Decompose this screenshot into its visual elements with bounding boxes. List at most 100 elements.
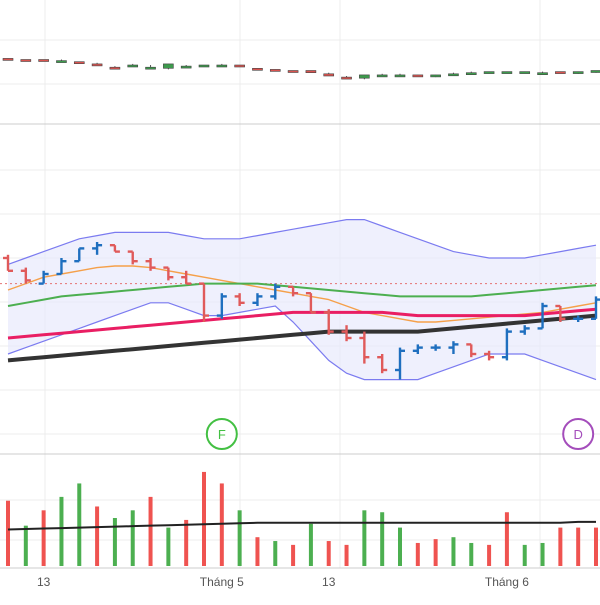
top-candle-28 xyxy=(501,71,513,74)
volume-bar-4 xyxy=(77,483,82,566)
ohlc-bar-17 xyxy=(305,292,316,314)
x-tick-label-1: Tháng 5 xyxy=(200,575,244,589)
top-candle-22 xyxy=(394,74,406,78)
volume-bar-25 xyxy=(451,537,456,566)
ohlc-bar-13 xyxy=(234,293,245,306)
ohlc-bar-20 xyxy=(359,331,370,364)
top-candle-13 xyxy=(234,64,245,68)
ohlc-bar-31 xyxy=(555,304,566,322)
ohlc-bar-4 xyxy=(74,247,85,263)
band-lower-line xyxy=(7,302,597,381)
ohlc-bar-23 xyxy=(412,344,423,354)
volume-bar-20 xyxy=(362,510,367,566)
ohlc-bar-12 xyxy=(216,293,227,319)
marker-label-f: F xyxy=(218,427,226,442)
ohlc-bar-29 xyxy=(519,325,530,335)
top-candle-1 xyxy=(20,59,32,62)
x-tick-label-3: Tháng 6 xyxy=(485,575,529,589)
top-candle-3 xyxy=(56,60,67,63)
top-candle-29 xyxy=(519,71,531,74)
ohlc-bar-14 xyxy=(252,293,263,306)
line-ma-pink xyxy=(7,307,597,340)
top-candle-11 xyxy=(198,64,210,68)
line-ma-black xyxy=(7,313,597,363)
volume-bar-2 xyxy=(41,510,46,566)
top-candle-30 xyxy=(537,72,548,75)
volume-bar-10 xyxy=(184,519,189,566)
line-ma-green xyxy=(7,282,597,307)
top-candle-23 xyxy=(412,74,424,78)
marker-circle-f xyxy=(205,418,238,450)
top-candle-14 xyxy=(252,68,263,71)
top-candle-panel xyxy=(2,58,600,80)
volume-bar-5 xyxy=(95,506,100,566)
volume-bar-6 xyxy=(112,518,117,566)
top-candle-0 xyxy=(2,58,14,61)
ohlc-bar-28 xyxy=(501,328,512,361)
volume-bar-33 xyxy=(594,527,598,566)
volume-bar-11 xyxy=(202,471,206,566)
marker-d[interactable]: D xyxy=(562,418,595,450)
moving-averages xyxy=(7,265,597,363)
top-candle-16 xyxy=(287,70,299,73)
top-candle-24 xyxy=(430,74,441,78)
volume-bar-1 xyxy=(23,525,28,566)
top-candle-15 xyxy=(269,69,281,72)
ohlc-bar-1 xyxy=(20,267,31,284)
bollinger-band xyxy=(0,219,600,381)
top-candle-25 xyxy=(448,73,459,77)
top-candle-6 xyxy=(109,66,121,70)
volume-bar-9 xyxy=(166,527,171,566)
ohlc-bar-33 xyxy=(591,296,600,320)
ohlc-bar-16 xyxy=(288,285,299,297)
volume-bar-26 xyxy=(469,542,474,566)
ohlc-bar-22 xyxy=(395,347,405,380)
top-candle-10 xyxy=(180,65,192,69)
top-candle-26 xyxy=(465,72,477,75)
top-candle-12 xyxy=(216,64,228,68)
volume-bar-29 xyxy=(522,544,527,566)
top-candle-19 xyxy=(341,76,352,80)
marker-f[interactable]: F xyxy=(205,418,238,450)
x-axis: 13 Tháng 5 13 Tháng 6 xyxy=(37,575,529,589)
volume-bar-32 xyxy=(576,527,581,566)
top-candle-9 xyxy=(163,63,174,69)
volume-bar-19 xyxy=(344,544,349,566)
ohlc-bar-25 xyxy=(448,341,459,354)
volume-bar-16 xyxy=(291,544,296,566)
marker-label-d: D xyxy=(573,427,582,442)
volume-bar-0 xyxy=(6,500,10,566)
ohlc-bar-30 xyxy=(537,302,548,330)
top-candle-27 xyxy=(483,71,495,74)
volume-bar-23 xyxy=(415,542,420,566)
ohlc-bar-32 xyxy=(573,315,584,322)
volume-bar-7 xyxy=(130,510,135,566)
grid-layer xyxy=(0,0,600,568)
band-fill xyxy=(8,219,596,380)
ohlc-bar-18 xyxy=(323,309,334,335)
top-candle-5 xyxy=(91,63,103,67)
ohlc-bar-2 xyxy=(38,270,49,285)
volume-bar-27 xyxy=(487,544,492,566)
ohlc-bar-24 xyxy=(430,344,441,351)
top-candle-21 xyxy=(376,74,388,78)
top-candle-32 xyxy=(572,71,584,74)
top-candle-7 xyxy=(127,64,139,68)
top-candle-4 xyxy=(73,61,85,65)
top-candle-31 xyxy=(555,71,566,74)
ohlc-bars xyxy=(3,242,600,380)
ohlc-bar-6 xyxy=(109,243,120,253)
volume-bar-24 xyxy=(433,539,438,566)
volume-ma-line xyxy=(7,520,596,531)
volume-bar-31 xyxy=(558,527,563,566)
volume-bar-13 xyxy=(237,510,242,566)
volume-bar-18 xyxy=(326,541,331,566)
top-candle-18 xyxy=(323,73,335,77)
volume-bar-3 xyxy=(59,496,64,566)
ohlc-bar-10 xyxy=(181,270,192,285)
ohlc-bar-26 xyxy=(466,343,477,358)
ohlc-bar-11 xyxy=(199,282,209,322)
